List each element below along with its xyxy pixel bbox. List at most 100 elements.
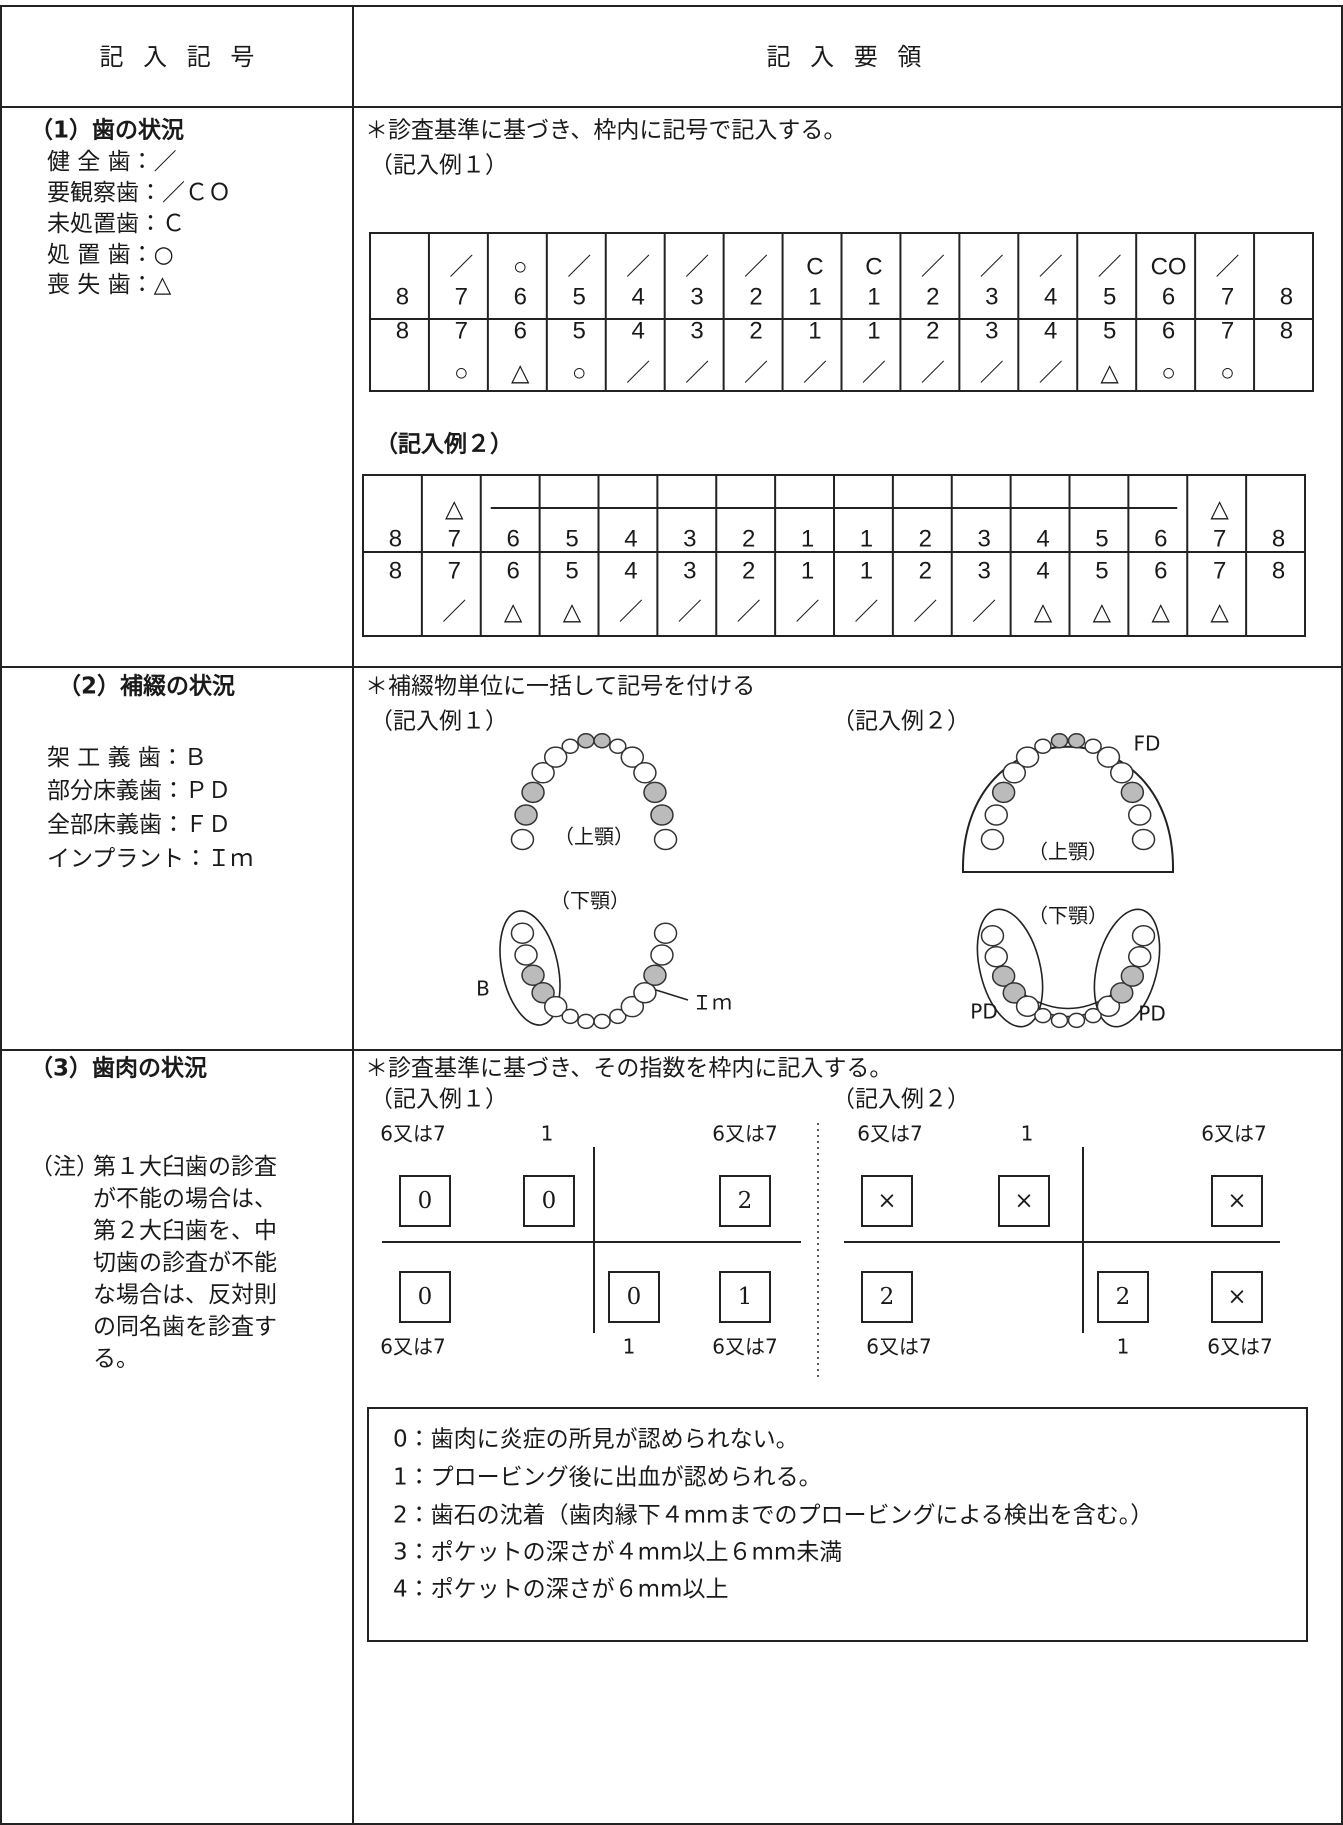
tooth-mark: ／ xyxy=(1098,253,1122,280)
tooth xyxy=(609,1008,627,1025)
tooth-number: 2 xyxy=(919,557,932,584)
tooth xyxy=(521,964,545,986)
note-line: 第１大臼歯の診査 xyxy=(93,1154,277,1180)
instruction: ＊補綴物単位に一括して記号を付ける xyxy=(365,674,755,700)
example-label: （記入例２） xyxy=(832,1087,970,1113)
tooth-number: 5 xyxy=(1095,525,1108,552)
tooth xyxy=(1002,982,1027,1004)
index-box xyxy=(523,1175,575,1227)
tooth xyxy=(1084,1007,1102,1024)
partial-denture-outline xyxy=(1093,908,1161,1028)
tooth xyxy=(593,1013,611,1030)
tooth-number: 8 xyxy=(1272,557,1285,584)
tooth xyxy=(650,804,674,826)
example-label: （記入例１） xyxy=(370,153,508,179)
tooth xyxy=(1096,746,1121,768)
legend-line: 0：歯肉に炎症の所見が認められない。 xyxy=(393,1427,799,1453)
tooth-number: 7 xyxy=(448,525,461,552)
tooth xyxy=(1131,828,1156,851)
section-title: （3）歯肉の状況 xyxy=(30,1055,207,1082)
tooth-number: 2 xyxy=(742,557,755,584)
partial-denture-outline xyxy=(976,908,1044,1028)
tooth-number: 4 xyxy=(1036,525,1049,552)
tooth xyxy=(650,944,674,966)
tooth xyxy=(1131,924,1156,947)
tooth-number: 4 xyxy=(631,283,644,310)
jaw-label: （上顎） xyxy=(1028,840,1108,864)
index-box xyxy=(998,1175,1050,1227)
tooth-number: 1 xyxy=(801,557,814,584)
tooth xyxy=(543,746,568,768)
tooth xyxy=(984,945,1009,968)
tooth-mark: ／ xyxy=(862,359,886,386)
tooth-number: 5 xyxy=(565,557,578,584)
tooth-number: 3 xyxy=(985,283,998,310)
tooth-number: 3 xyxy=(690,283,703,310)
tooth-mark: C xyxy=(806,253,823,280)
tooth-mark: ／ xyxy=(626,253,650,280)
tooth xyxy=(980,924,1005,947)
tooth-number: 8 xyxy=(1272,525,1285,552)
bridge-label: B xyxy=(476,977,490,1001)
index-value: 2 xyxy=(880,1284,895,1310)
tooth-number: 1 xyxy=(808,317,821,344)
tooth-mark: ／ xyxy=(921,253,945,280)
index-box xyxy=(399,1271,451,1323)
tooth xyxy=(1015,995,1040,1018)
tooth xyxy=(561,738,579,755)
tooth-mark: ／ xyxy=(567,253,591,280)
jaw-label: （下顎） xyxy=(1028,904,1108,928)
tooth-mark: ／ xyxy=(854,598,878,625)
table-frame xyxy=(0,5,1343,1825)
tooth-number: 8 xyxy=(1280,283,1293,310)
tooth-label: 1 xyxy=(1021,1122,1034,1146)
jaw-label: （上顎） xyxy=(554,825,634,849)
index-box xyxy=(1211,1271,1263,1323)
tooth-mark: ／ xyxy=(685,253,709,280)
legend-box xyxy=(367,1407,1308,1642)
tooth xyxy=(1109,762,1134,784)
tooth xyxy=(1034,738,1052,755)
index-value: 0 xyxy=(418,1284,433,1310)
tooth-label: 6又は7 xyxy=(1207,1335,1272,1359)
tooth-mark: ／ xyxy=(626,359,650,386)
tooth-number: 2 xyxy=(749,283,762,310)
tooth xyxy=(1120,965,1145,987)
index-value: 2 xyxy=(1116,1284,1131,1310)
note-label: （注） xyxy=(30,1154,99,1180)
section-title: （1）歯の状況 xyxy=(30,117,184,144)
tooth-mark: ／ xyxy=(737,598,761,625)
tooth-mark: △ xyxy=(1152,598,1171,625)
tooth-mark: ／ xyxy=(744,253,768,280)
legend-line: 4：ポケットの深さが６mm以上 xyxy=(393,1577,728,1603)
tooth-number: 3 xyxy=(977,525,990,552)
tooth-label: 6又は7 xyxy=(712,1122,777,1146)
item: 処 置 歯：○ xyxy=(47,242,174,268)
tooth-mark: △ xyxy=(511,359,530,386)
legend-line: 3：ポケットの深さが４mm以上６mm未満 xyxy=(393,1540,842,1566)
tooth-mark: ／ xyxy=(913,598,937,625)
tooth-mark: ／ xyxy=(449,253,473,280)
index-box xyxy=(399,1175,451,1227)
tooth-mark: ／ xyxy=(980,359,1004,386)
tooth-number: 2 xyxy=(742,525,755,552)
tooth xyxy=(1050,1012,1069,1029)
tooth-number: 6 xyxy=(1162,317,1175,344)
tooth-number: 2 xyxy=(926,317,939,344)
tooth-mark: ／ xyxy=(972,598,996,625)
tooth-number: 7 xyxy=(1221,317,1234,344)
tooth-number: 1 xyxy=(867,283,880,310)
header-left: 記 入 記 号 xyxy=(100,43,261,71)
index-value: × xyxy=(1227,1188,1246,1214)
tooth xyxy=(653,828,678,851)
index-box xyxy=(608,1271,660,1323)
tooth xyxy=(991,965,1016,987)
tooth-mark: ／ xyxy=(921,359,945,386)
tooth-label: 6又は7 xyxy=(1201,1122,1266,1146)
tooth-number: 3 xyxy=(977,557,990,584)
tooth-number: 2 xyxy=(919,525,932,552)
tooth xyxy=(620,746,645,768)
example-label: （記入例１） xyxy=(370,709,508,735)
tooth-mark: ／ xyxy=(1216,253,1240,280)
tooth-label: 6又は7 xyxy=(712,1335,777,1359)
